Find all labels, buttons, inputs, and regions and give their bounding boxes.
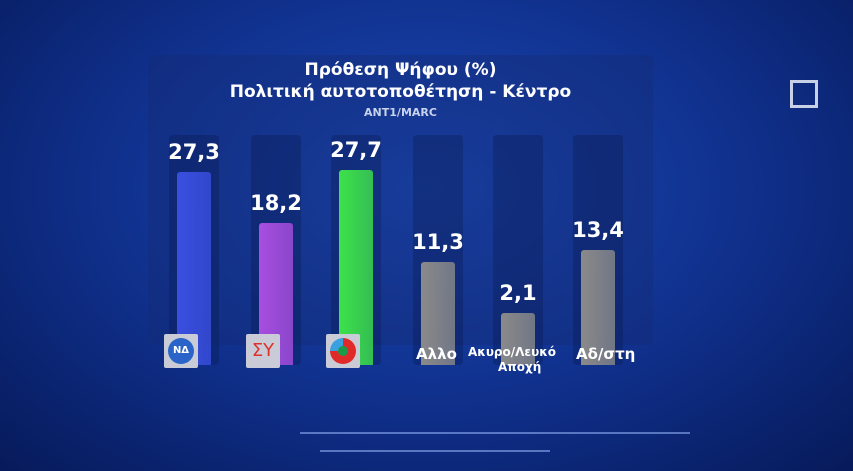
chart-panel [148, 55, 653, 345]
value-label: 27,7 [330, 137, 382, 162]
bar [581, 249, 615, 365]
value-label: 2,1 [499, 281, 537, 306]
square-icon [790, 80, 818, 108]
category-label: Αδ/στη [576, 345, 636, 363]
category-label-line2: Αποχή [498, 360, 542, 374]
decor-line [320, 450, 550, 452]
bar [501, 313, 535, 365]
value-label: 13,4 [572, 217, 624, 242]
value-label: 11,3 [412, 229, 464, 254]
pasok-logo [326, 334, 360, 368]
bar [339, 169, 373, 365]
category-label: Ακυρο/Λευκό [468, 345, 556, 359]
chart-subtitle: Πολιτική αυτοτοποθέτηση - Κέντρο [229, 82, 572, 102]
bar [177, 172, 211, 365]
chart-title: Πρόθεση Ψήφου (%) [304, 60, 497, 80]
category-label: Αλλο [416, 345, 457, 363]
value-label: 27,3 [168, 140, 220, 165]
value-label: 18,2 [250, 191, 302, 216]
decor-line [300, 432, 690, 434]
bar [421, 261, 455, 365]
syriza-logo: ΣΥ [246, 334, 280, 368]
nd-logo: ΝΔ [164, 334, 198, 368]
chart-source: ANT1/MARC [364, 106, 437, 119]
